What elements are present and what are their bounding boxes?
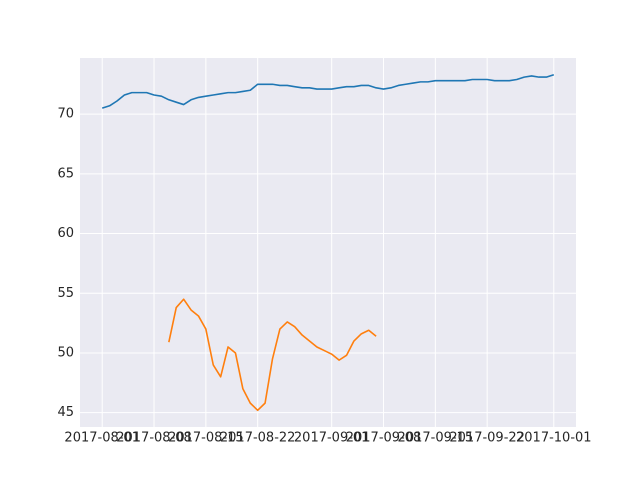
x-tick-label: 2017-08-15 [168,431,244,446]
x-tick-label: 2017-09-22 [449,431,525,446]
line-series [168,298,377,412]
x-tick-label: 2017-09-01 [294,431,370,446]
x-tick-label: 2017-08-22 [220,431,296,446]
x-tick-label: 2017-08-01 [64,431,140,446]
y-tick-label: 65 [57,166,74,181]
y-tick-label: 55 [57,286,74,301]
line-series [101,73,555,109]
y-tick-label: 70 [57,107,74,122]
x-tick-label: 2017-10-01 [516,431,592,446]
y-tick-label: 45 [57,405,74,420]
x-tick-label: 2017-08-08 [116,431,192,446]
x-tick-label: 2017-09-08 [346,431,422,446]
y-tick-label: 50 [57,345,74,360]
plot-area [80,58,576,427]
y-tick-label: 60 [57,226,74,241]
x-tick-label: 2017-09-15 [398,431,474,446]
